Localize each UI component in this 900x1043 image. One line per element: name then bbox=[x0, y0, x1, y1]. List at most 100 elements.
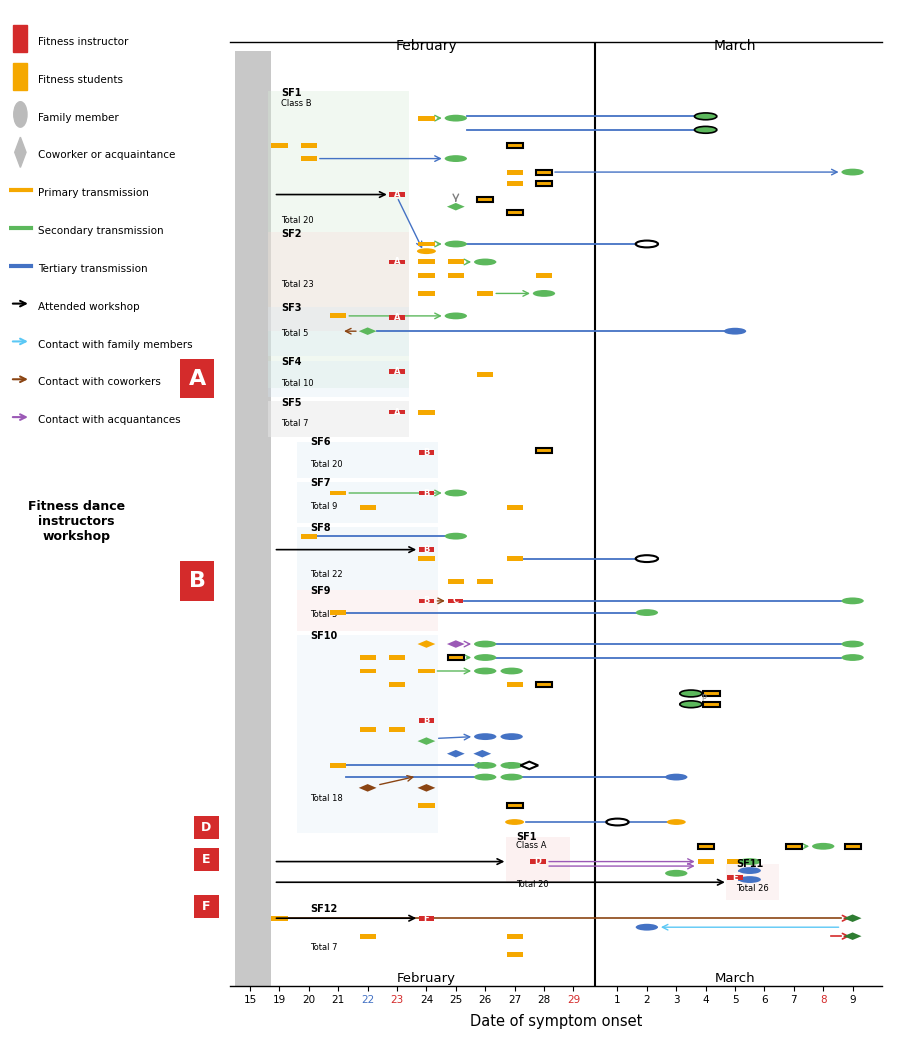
Circle shape bbox=[680, 701, 702, 707]
Text: A: A bbox=[394, 367, 400, 377]
Text: A: A bbox=[394, 313, 400, 322]
Polygon shape bbox=[359, 784, 376, 792]
Bar bbox=[507, 951, 523, 956]
Circle shape bbox=[500, 733, 523, 741]
Bar bbox=[507, 556, 523, 561]
Bar bbox=[14, 25, 27, 52]
Bar bbox=[447, 260, 464, 265]
Bar bbox=[236, 51, 271, 986]
Bar bbox=[390, 315, 405, 320]
Text: SF10: SF10 bbox=[310, 631, 338, 640]
Text: Class A: Class A bbox=[516, 841, 546, 850]
Circle shape bbox=[635, 609, 658, 616]
Bar bbox=[418, 291, 435, 296]
Text: p: p bbox=[701, 692, 706, 701]
Polygon shape bbox=[418, 784, 436, 792]
Text: Class B: Class B bbox=[281, 99, 311, 108]
Bar bbox=[301, 534, 317, 538]
Bar bbox=[448, 599, 464, 603]
Polygon shape bbox=[447, 203, 464, 211]
Text: SF1: SF1 bbox=[281, 88, 302, 98]
Text: Primary transmission: Primary transmission bbox=[38, 189, 148, 198]
Polygon shape bbox=[843, 915, 861, 922]
Bar bbox=[297, 442, 438, 478]
Text: SF1: SF1 bbox=[516, 832, 536, 842]
Circle shape bbox=[500, 668, 523, 675]
Text: Total 23: Total 23 bbox=[281, 281, 314, 289]
Circle shape bbox=[445, 313, 467, 319]
Bar bbox=[390, 260, 405, 264]
Bar bbox=[418, 451, 434, 455]
Bar bbox=[389, 682, 405, 687]
Text: SF11: SF11 bbox=[736, 859, 764, 869]
Bar bbox=[477, 291, 493, 296]
Bar bbox=[330, 762, 346, 768]
Text: F: F bbox=[424, 914, 429, 923]
Bar bbox=[297, 527, 438, 590]
Circle shape bbox=[445, 533, 467, 539]
Bar bbox=[360, 727, 375, 732]
Bar bbox=[447, 579, 464, 584]
Circle shape bbox=[500, 774, 523, 780]
Bar bbox=[698, 859, 714, 864]
Text: SF9: SF9 bbox=[310, 586, 331, 596]
X-axis label: Date of symptom onset: Date of symptom onset bbox=[470, 1014, 642, 1028]
Bar bbox=[506, 838, 571, 882]
Text: B: B bbox=[189, 571, 205, 591]
Bar bbox=[272, 143, 287, 147]
Bar bbox=[360, 933, 375, 939]
Bar bbox=[418, 273, 435, 277]
Circle shape bbox=[842, 654, 864, 661]
Bar bbox=[704, 702, 720, 707]
Circle shape bbox=[739, 876, 760, 883]
Polygon shape bbox=[359, 328, 376, 335]
Circle shape bbox=[665, 870, 688, 877]
Circle shape bbox=[635, 241, 658, 247]
Bar bbox=[507, 210, 523, 215]
Text: E: E bbox=[202, 853, 211, 866]
Circle shape bbox=[635, 924, 658, 930]
Text: Total 5: Total 5 bbox=[281, 329, 309, 338]
Circle shape bbox=[445, 489, 467, 496]
Polygon shape bbox=[418, 737, 436, 745]
Circle shape bbox=[665, 774, 688, 780]
Text: Total 20: Total 20 bbox=[310, 460, 343, 469]
Bar bbox=[418, 410, 435, 414]
Circle shape bbox=[417, 248, 436, 254]
Bar bbox=[14, 63, 27, 90]
Text: B: B bbox=[423, 597, 429, 605]
Bar bbox=[507, 143, 523, 147]
Circle shape bbox=[695, 113, 716, 120]
Text: March: March bbox=[714, 39, 756, 52]
Circle shape bbox=[739, 858, 760, 865]
Circle shape bbox=[842, 640, 864, 648]
Circle shape bbox=[739, 867, 760, 874]
Text: Total 22: Total 22 bbox=[310, 569, 343, 579]
Text: SF6: SF6 bbox=[310, 437, 331, 447]
Text: C: C bbox=[453, 597, 459, 605]
Circle shape bbox=[607, 819, 628, 825]
Bar bbox=[390, 369, 405, 374]
Bar bbox=[330, 610, 346, 615]
Polygon shape bbox=[14, 137, 26, 168]
Text: B: B bbox=[423, 448, 429, 457]
Bar bbox=[418, 260, 435, 265]
Bar bbox=[330, 490, 346, 495]
Bar bbox=[360, 655, 375, 660]
Bar bbox=[507, 803, 523, 808]
Text: D: D bbox=[535, 857, 542, 866]
Bar bbox=[267, 91, 409, 388]
Text: F: F bbox=[202, 900, 211, 913]
Bar bbox=[267, 361, 409, 396]
Text: Tertiary transmission: Tertiary transmission bbox=[38, 264, 148, 274]
Circle shape bbox=[505, 819, 524, 825]
Text: SF4: SF4 bbox=[281, 358, 302, 367]
Text: SF7: SF7 bbox=[310, 478, 331, 488]
Circle shape bbox=[445, 115, 467, 122]
Text: Fitness students: Fitness students bbox=[38, 75, 123, 84]
Circle shape bbox=[667, 819, 686, 825]
Bar bbox=[389, 192, 405, 197]
Circle shape bbox=[474, 668, 497, 675]
Bar bbox=[477, 196, 493, 201]
Text: Total 10: Total 10 bbox=[281, 379, 313, 388]
